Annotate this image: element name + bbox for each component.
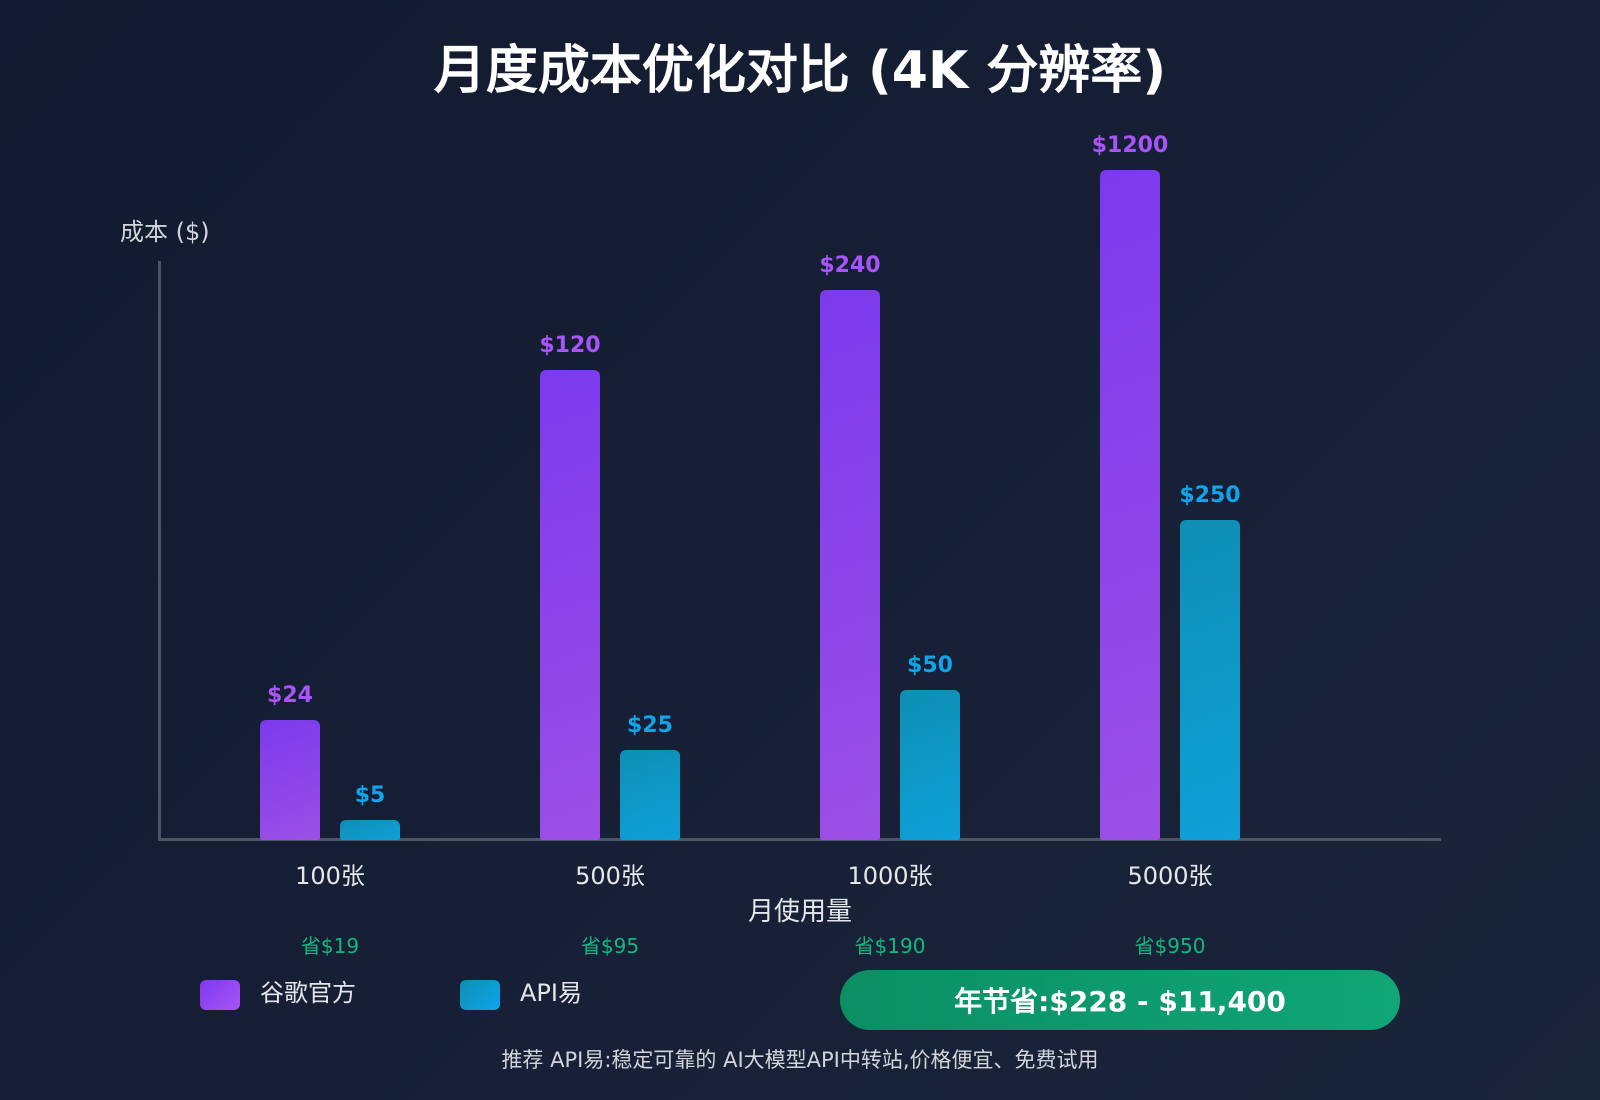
- legend-label-apiyi: API易: [520, 979, 582, 1007]
- bar-apiyi-3: [1180, 520, 1240, 840]
- value-label: $25: [627, 713, 673, 738]
- y-axis-label: 成本 ($): [120, 218, 210, 246]
- legend-label-google: 谷歌官方: [260, 979, 356, 1007]
- bar-google-0: [260, 720, 320, 840]
- chart-title: 月度成本优化对比 (4K 分辨率): [433, 41, 1167, 101]
- bar-apiyi-0: [340, 820, 400, 840]
- x-tick-label: 100张: [295, 862, 365, 890]
- x-tick-label: 5000张: [1127, 862, 1213, 890]
- bar-google-3: [1100, 170, 1160, 840]
- legend-swatch-apiyi: [460, 980, 500, 1010]
- bar-google-1: [540, 370, 600, 840]
- value-label: $50: [907, 653, 953, 678]
- value-label: $5: [354, 783, 386, 808]
- value-label: $24: [267, 683, 313, 708]
- savings-label: 省$95: [580, 934, 640, 958]
- savings-label: 省$950: [1134, 934, 1206, 958]
- x-tick-label: 500张: [575, 862, 645, 890]
- bar-google-2: [820, 290, 880, 840]
- value-label: $250: [1179, 483, 1241, 508]
- bar-apiyi-2: [900, 690, 960, 840]
- annual-savings-badge: 年节省:$228 - $11,400: [840, 970, 1400, 1030]
- savings-label: 省$19: [300, 934, 360, 958]
- y-axis-line: [158, 261, 161, 841]
- savings-label: 省$190: [854, 934, 926, 958]
- value-label: $1200: [1091, 133, 1169, 158]
- x-axis-label: 月使用量: [747, 897, 852, 927]
- bar-apiyi-1: [620, 750, 680, 840]
- value-label: $120: [539, 333, 601, 358]
- footer-text: 推荐 API易:稳定可靠的 AI大模型API中转站,价格便宜、免费试用: [501, 1048, 1099, 1072]
- x-tick-label: 1000张: [847, 862, 933, 890]
- legend-swatch-google: [200, 980, 240, 1010]
- value-label: $240: [819, 253, 881, 278]
- x-axis-line: [158, 838, 1441, 841]
